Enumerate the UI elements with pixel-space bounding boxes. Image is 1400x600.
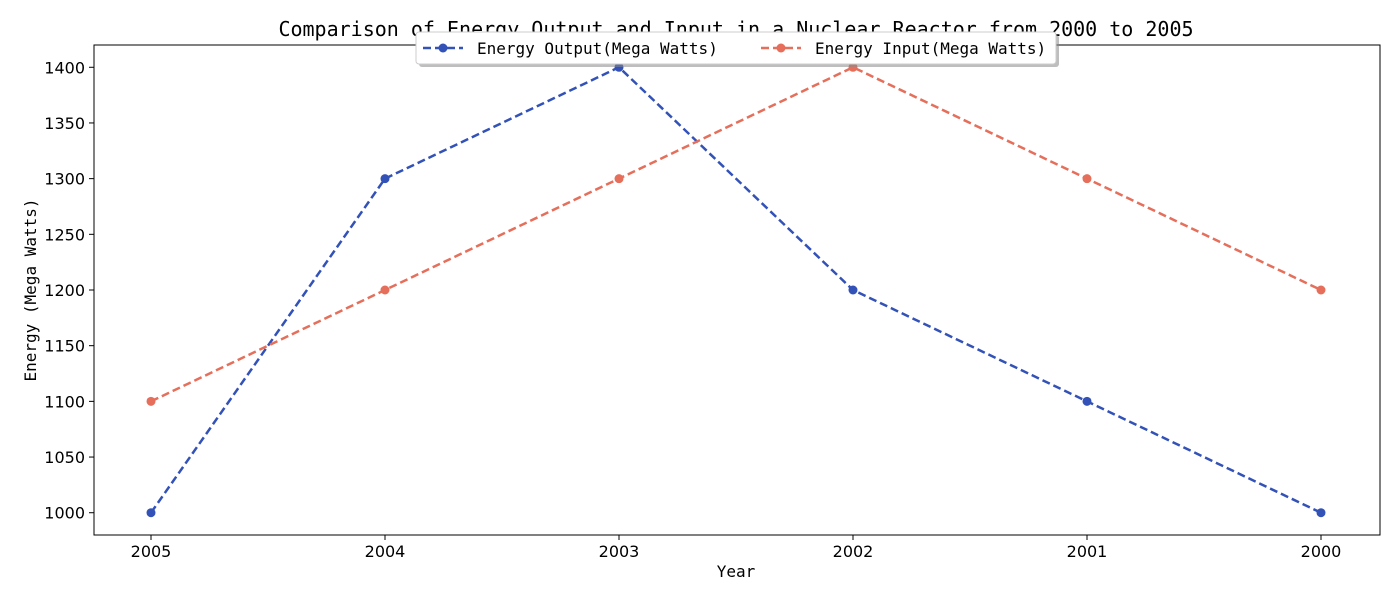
legend-box [415,31,1057,65]
data-point-series-2 [1082,174,1092,184]
legend-swatch-marker-2 [776,43,786,53]
y-tick-label: 1150 [44,337,85,356]
legend-label-1: Energy Output(Mega Watts) [477,39,718,58]
x-tick-label: 2000 [1301,542,1342,561]
plot-area: 1000 1050 1100 1150 1200 1250 1300 1350 1400 2005… [44,44,1381,561]
data-point-series-2 [380,285,390,295]
y-tick-label: 1200 [44,281,85,300]
y-tick-label: 1350 [44,114,85,133]
data-point-series-1 [380,174,390,184]
y-axis-title: Energy (Mega Watts) [21,198,40,381]
data-point-series-1 [146,508,156,518]
data-point-series-1 [1316,508,1326,518]
data-point-series-1 [1082,396,1092,406]
data-point-series-2 [146,396,156,406]
data-point-series-2 [614,174,624,184]
y-tick-label: 1300 [44,170,85,189]
x-tick-label: 2004 [365,542,406,561]
legend: Energy Output(Mega Watts) Energy Input(Me… [415,31,1059,67]
legend-label-2: Energy Input(Mega Watts) [815,39,1046,58]
x-tick-label: 2002 [833,542,874,561]
data-point-series-1 [848,285,858,295]
x-tick-label: 2001 [1067,542,1108,561]
y-tick-label: 1400 [44,58,85,77]
y-tick-label: 1250 [44,225,85,244]
x-axis-title: Year [717,562,756,581]
series-line-1 [149,65,1322,514]
legend-swatch-marker-1 [438,43,448,53]
data-point-series-2 [1316,285,1326,295]
x-tick-label: 2005 [131,542,172,561]
y-tick-label: 1050 [44,448,85,467]
x-tick-label: 2003 [599,542,640,561]
y-tick-label: 1100 [44,392,85,411]
series-line-2 [150,65,1322,403]
y-tick-label: 1000 [44,504,85,523]
plot-frame [93,44,1381,536]
